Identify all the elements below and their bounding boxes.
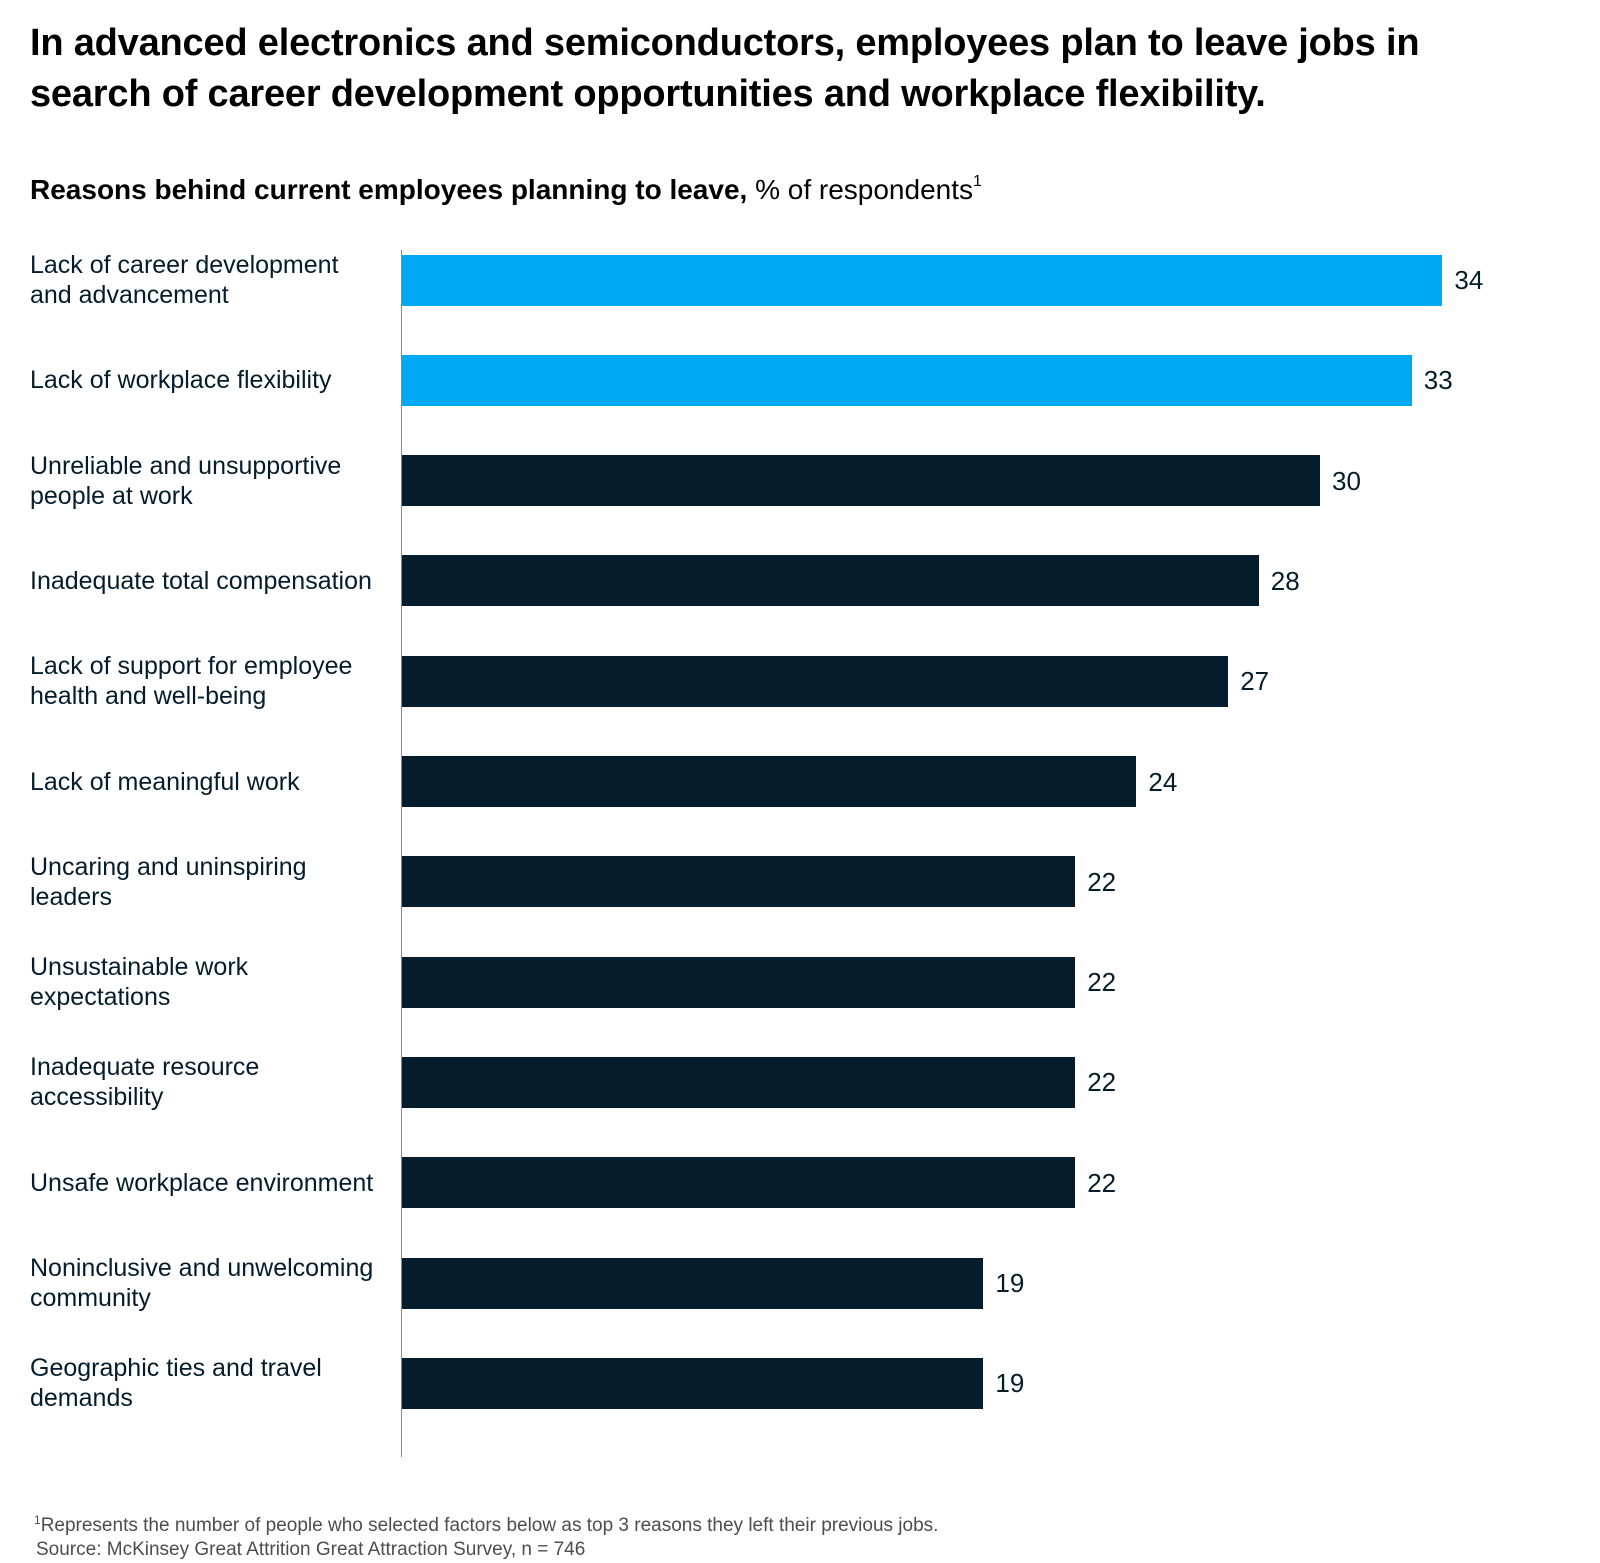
value-label: 22 xyxy=(1087,866,1117,897)
category-label: Lack of meaningful work xyxy=(30,767,300,796)
category-label: Lack of support for employee health and … xyxy=(30,652,353,711)
bar xyxy=(402,1056,1076,1108)
footnote-text: Represents the number of people who sele… xyxy=(40,1515,939,1536)
category-label: Lack of workplace flexibility xyxy=(30,366,332,395)
value-label: 19 xyxy=(995,1268,1025,1298)
subtitle-unit: % of respondents xyxy=(755,174,973,205)
footnote: 1Represents the number of people who sel… xyxy=(34,1514,938,1562)
category-label: Unsustainable work expectations xyxy=(30,953,249,1012)
bar xyxy=(402,1357,984,1409)
category-label: Uncaring and uninspiring leaders xyxy=(30,852,307,911)
bar xyxy=(402,856,1076,908)
bar xyxy=(402,1257,984,1309)
bar xyxy=(402,354,1412,406)
value-label: 30 xyxy=(1332,465,1361,496)
value-label: 33 xyxy=(1423,365,1453,396)
bar xyxy=(402,455,1320,507)
value-label: 22 xyxy=(1087,1067,1117,1098)
bar xyxy=(402,756,1137,807)
value-label: 24 xyxy=(1148,766,1178,797)
category-label: Lack of career development and advanceme… xyxy=(30,251,339,309)
category-label: Unsafe workplace environment xyxy=(30,1168,374,1197)
footnote-marker: 1 xyxy=(34,1513,41,1527)
bar xyxy=(402,655,1229,707)
value-label: 34 xyxy=(1454,265,1484,295)
bar xyxy=(402,1157,1076,1209)
category-label: Inadequate resource accessibility xyxy=(30,1053,260,1112)
category-label: Noninclusive and unwelcoming community xyxy=(30,1254,374,1312)
footnote-note: 1Represents the number of people who sel… xyxy=(34,1514,938,1538)
category-label: Geographic ties and travel demands xyxy=(30,1354,322,1413)
chart-title: In advanced electronics and semiconducto… xyxy=(30,22,1420,115)
value-label: 28 xyxy=(1270,565,1300,596)
value-label: 22 xyxy=(1087,967,1117,998)
value-label: 19 xyxy=(995,1368,1025,1399)
category-label: Unreliable and unsupportive people at wo… xyxy=(30,451,342,510)
value-label: 27 xyxy=(1240,666,1270,697)
chart-subtitle: Reasons behind current employees plannin… xyxy=(30,172,982,208)
category-label: Inadequate total compensation xyxy=(30,566,372,595)
subtitle-footnote-marker: 1 xyxy=(973,173,982,190)
value-label: 22 xyxy=(1087,1167,1117,1198)
bar xyxy=(402,254,1443,306)
bar xyxy=(402,956,1076,1008)
subtitle-bold: Reasons behind current employees plannin… xyxy=(30,174,748,205)
y-axis-line xyxy=(401,250,402,1457)
bar xyxy=(402,555,1259,607)
source-text: Source: McKinsey Great Attrition Great A… xyxy=(36,1539,586,1560)
